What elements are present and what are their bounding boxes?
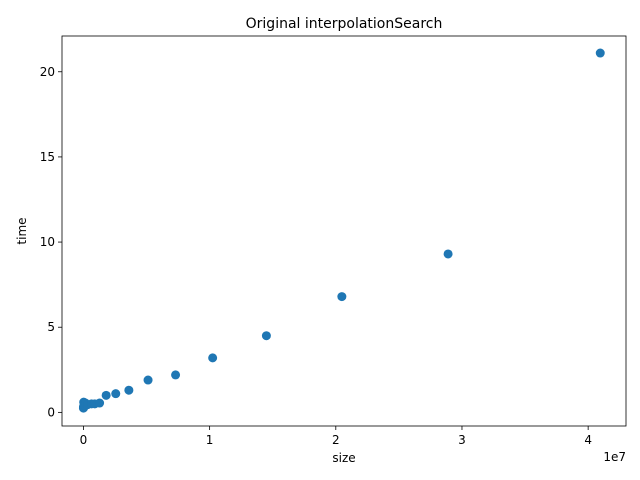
y-tick-label: 15 bbox=[40, 150, 55, 164]
x-tick-label: 1 bbox=[206, 433, 214, 447]
data-point bbox=[443, 249, 453, 259]
y-tick-label: 10 bbox=[40, 235, 55, 249]
data-point bbox=[208, 353, 218, 363]
y-axis: 0 5 10 15 20 bbox=[40, 65, 62, 419]
x-axis: 0 1 2 3 4 bbox=[80, 426, 592, 447]
y-axis-label: time bbox=[15, 217, 29, 244]
x-tick-label: 2 bbox=[332, 433, 340, 447]
data-point bbox=[111, 389, 121, 399]
y-tick-label: 0 bbox=[47, 405, 55, 419]
x-axis-label: size bbox=[332, 451, 355, 465]
data-point bbox=[595, 48, 605, 58]
x-tick-label: 0 bbox=[80, 433, 88, 447]
data-point bbox=[95, 398, 105, 408]
x-axis-offset-label: 1e7 bbox=[603, 450, 626, 464]
data-point bbox=[337, 292, 347, 302]
y-tick-label: 20 bbox=[40, 65, 55, 79]
data-point bbox=[124, 385, 134, 395]
data-point bbox=[101, 390, 111, 400]
data-points bbox=[78, 48, 605, 413]
data-point bbox=[171, 370, 181, 380]
data-point bbox=[261, 331, 271, 341]
plot-area bbox=[61, 35, 627, 427]
chart-title: Original interpolationSearch bbox=[246, 16, 443, 32]
y-tick-label: 5 bbox=[47, 320, 55, 334]
x-tick-label: 4 bbox=[584, 433, 592, 447]
data-point bbox=[143, 375, 153, 385]
x-tick-label: 3 bbox=[458, 433, 466, 447]
